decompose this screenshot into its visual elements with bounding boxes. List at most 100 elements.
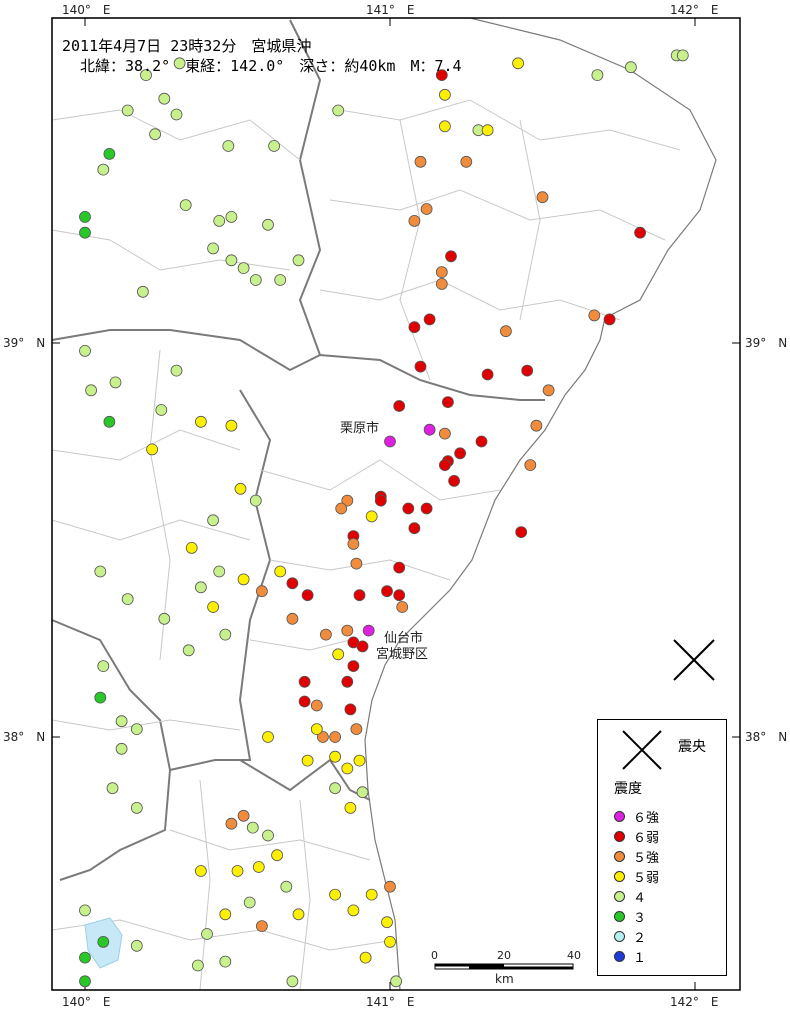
station-marker [268, 140, 281, 152]
station-marker [420, 502, 433, 515]
station-marker [512, 57, 524, 70]
station-marker [438, 459, 451, 472]
station-marker [94, 565, 107, 578]
station-marker [115, 715, 128, 728]
station-marker [408, 522, 421, 535]
station-marker [207, 514, 220, 527]
station-marker [414, 360, 427, 373]
station-marker [286, 577, 299, 590]
station-marker [292, 254, 305, 267]
station-marker [499, 325, 512, 338]
station-marker [292, 908, 305, 921]
station-marker [365, 510, 378, 523]
station-marker [316, 731, 329, 743]
station-marker [393, 561, 406, 574]
station-marker [481, 368, 494, 381]
station-marker [423, 313, 436, 326]
station-marker [298, 675, 311, 688]
station-marker [341, 624, 354, 637]
legend-epicenter-label: 震央 [678, 739, 706, 755]
station-marker [136, 285, 149, 298]
legend-epicenter-icon [622, 730, 662, 770]
legend-swatch [614, 870, 625, 882]
station-marker [262, 731, 274, 743]
legend-label: ５弱 [633, 870, 660, 886]
lon-label-bottom: 140° E [62, 995, 111, 1009]
station-marker [408, 321, 421, 334]
station-marker [301, 754, 314, 767]
station-marker [420, 203, 433, 215]
station-marker [194, 581, 207, 594]
station-marker [347, 538, 360, 550]
station-marker [414, 155, 427, 168]
station-marker [475, 435, 488, 448]
legend: 震央 震度 ６強 ６弱 ５強 ５弱 ４ ３ ２ １ [597, 719, 727, 976]
station-marker [341, 675, 354, 688]
station-marker [381, 916, 393, 929]
station-marker [347, 904, 360, 917]
station-marker [286, 975, 299, 988]
station-marker [173, 57, 186, 70]
station-marker [359, 951, 372, 964]
station-marker [603, 313, 616, 326]
station-marker [381, 585, 393, 598]
station-marker [130, 723, 143, 735]
station-marker [448, 474, 461, 487]
station-marker [588, 309, 601, 322]
station-marker [390, 975, 403, 988]
station-marker [356, 640, 369, 653]
station-marker [676, 49, 689, 62]
station-marker [103, 415, 116, 428]
lon-label-bottom: 141° E [366, 995, 415, 1009]
station-marker [121, 104, 134, 117]
lat-label-right: 38° N [745, 730, 788, 744]
legend-item: ５強 [614, 846, 659, 866]
station-marker [350, 557, 363, 570]
station-marker [255, 920, 268, 932]
scale-tick-20: 20 [497, 949, 511, 962]
station-marker [97, 936, 110, 948]
legend-item: ３ [614, 906, 646, 926]
lon-label-top: 142° E [670, 3, 719, 17]
title-line-1: 2011年4月7日 23時32分 宮城県沖 [62, 37, 312, 55]
station-marker [335, 502, 348, 515]
station-marker [353, 589, 366, 602]
legend-label: ６弱 [633, 830, 660, 846]
station-marker [454, 447, 467, 460]
station-marker [225, 419, 238, 432]
station-marker [521, 364, 534, 377]
legend-intensity-title: 震度 [614, 781, 642, 797]
station-marker [271, 849, 284, 862]
station-marker [435, 266, 448, 279]
station-marker [191, 959, 204, 972]
lat-label-left: 38° N [3, 730, 46, 744]
station-marker [213, 565, 226, 578]
station-marker [158, 92, 171, 105]
station-marker [438, 427, 451, 440]
station-marker [234, 482, 247, 495]
station-marker [262, 218, 274, 231]
station-marker [280, 880, 293, 893]
station-marker [155, 404, 168, 416]
station-marker [274, 565, 287, 578]
station-marker [179, 199, 192, 212]
station-marker [396, 601, 409, 613]
station-marker [213, 214, 226, 227]
station-marker [515, 526, 528, 538]
station-marker [329, 731, 342, 743]
station-marker [246, 821, 259, 834]
station-marker [222, 140, 235, 152]
station-marker [310, 723, 323, 735]
station-marker [445, 250, 457, 263]
station-marker [79, 344, 91, 357]
place-sendai: 仙台市 [384, 631, 424, 646]
station-marker [79, 975, 91, 988]
station-marker [329, 888, 342, 901]
station-marker [243, 896, 256, 909]
station-marker [362, 624, 375, 637]
station-marker [170, 364, 183, 377]
station-marker [262, 829, 274, 842]
lat-label-left: 39° N [3, 336, 46, 350]
station-marker [130, 802, 143, 814]
